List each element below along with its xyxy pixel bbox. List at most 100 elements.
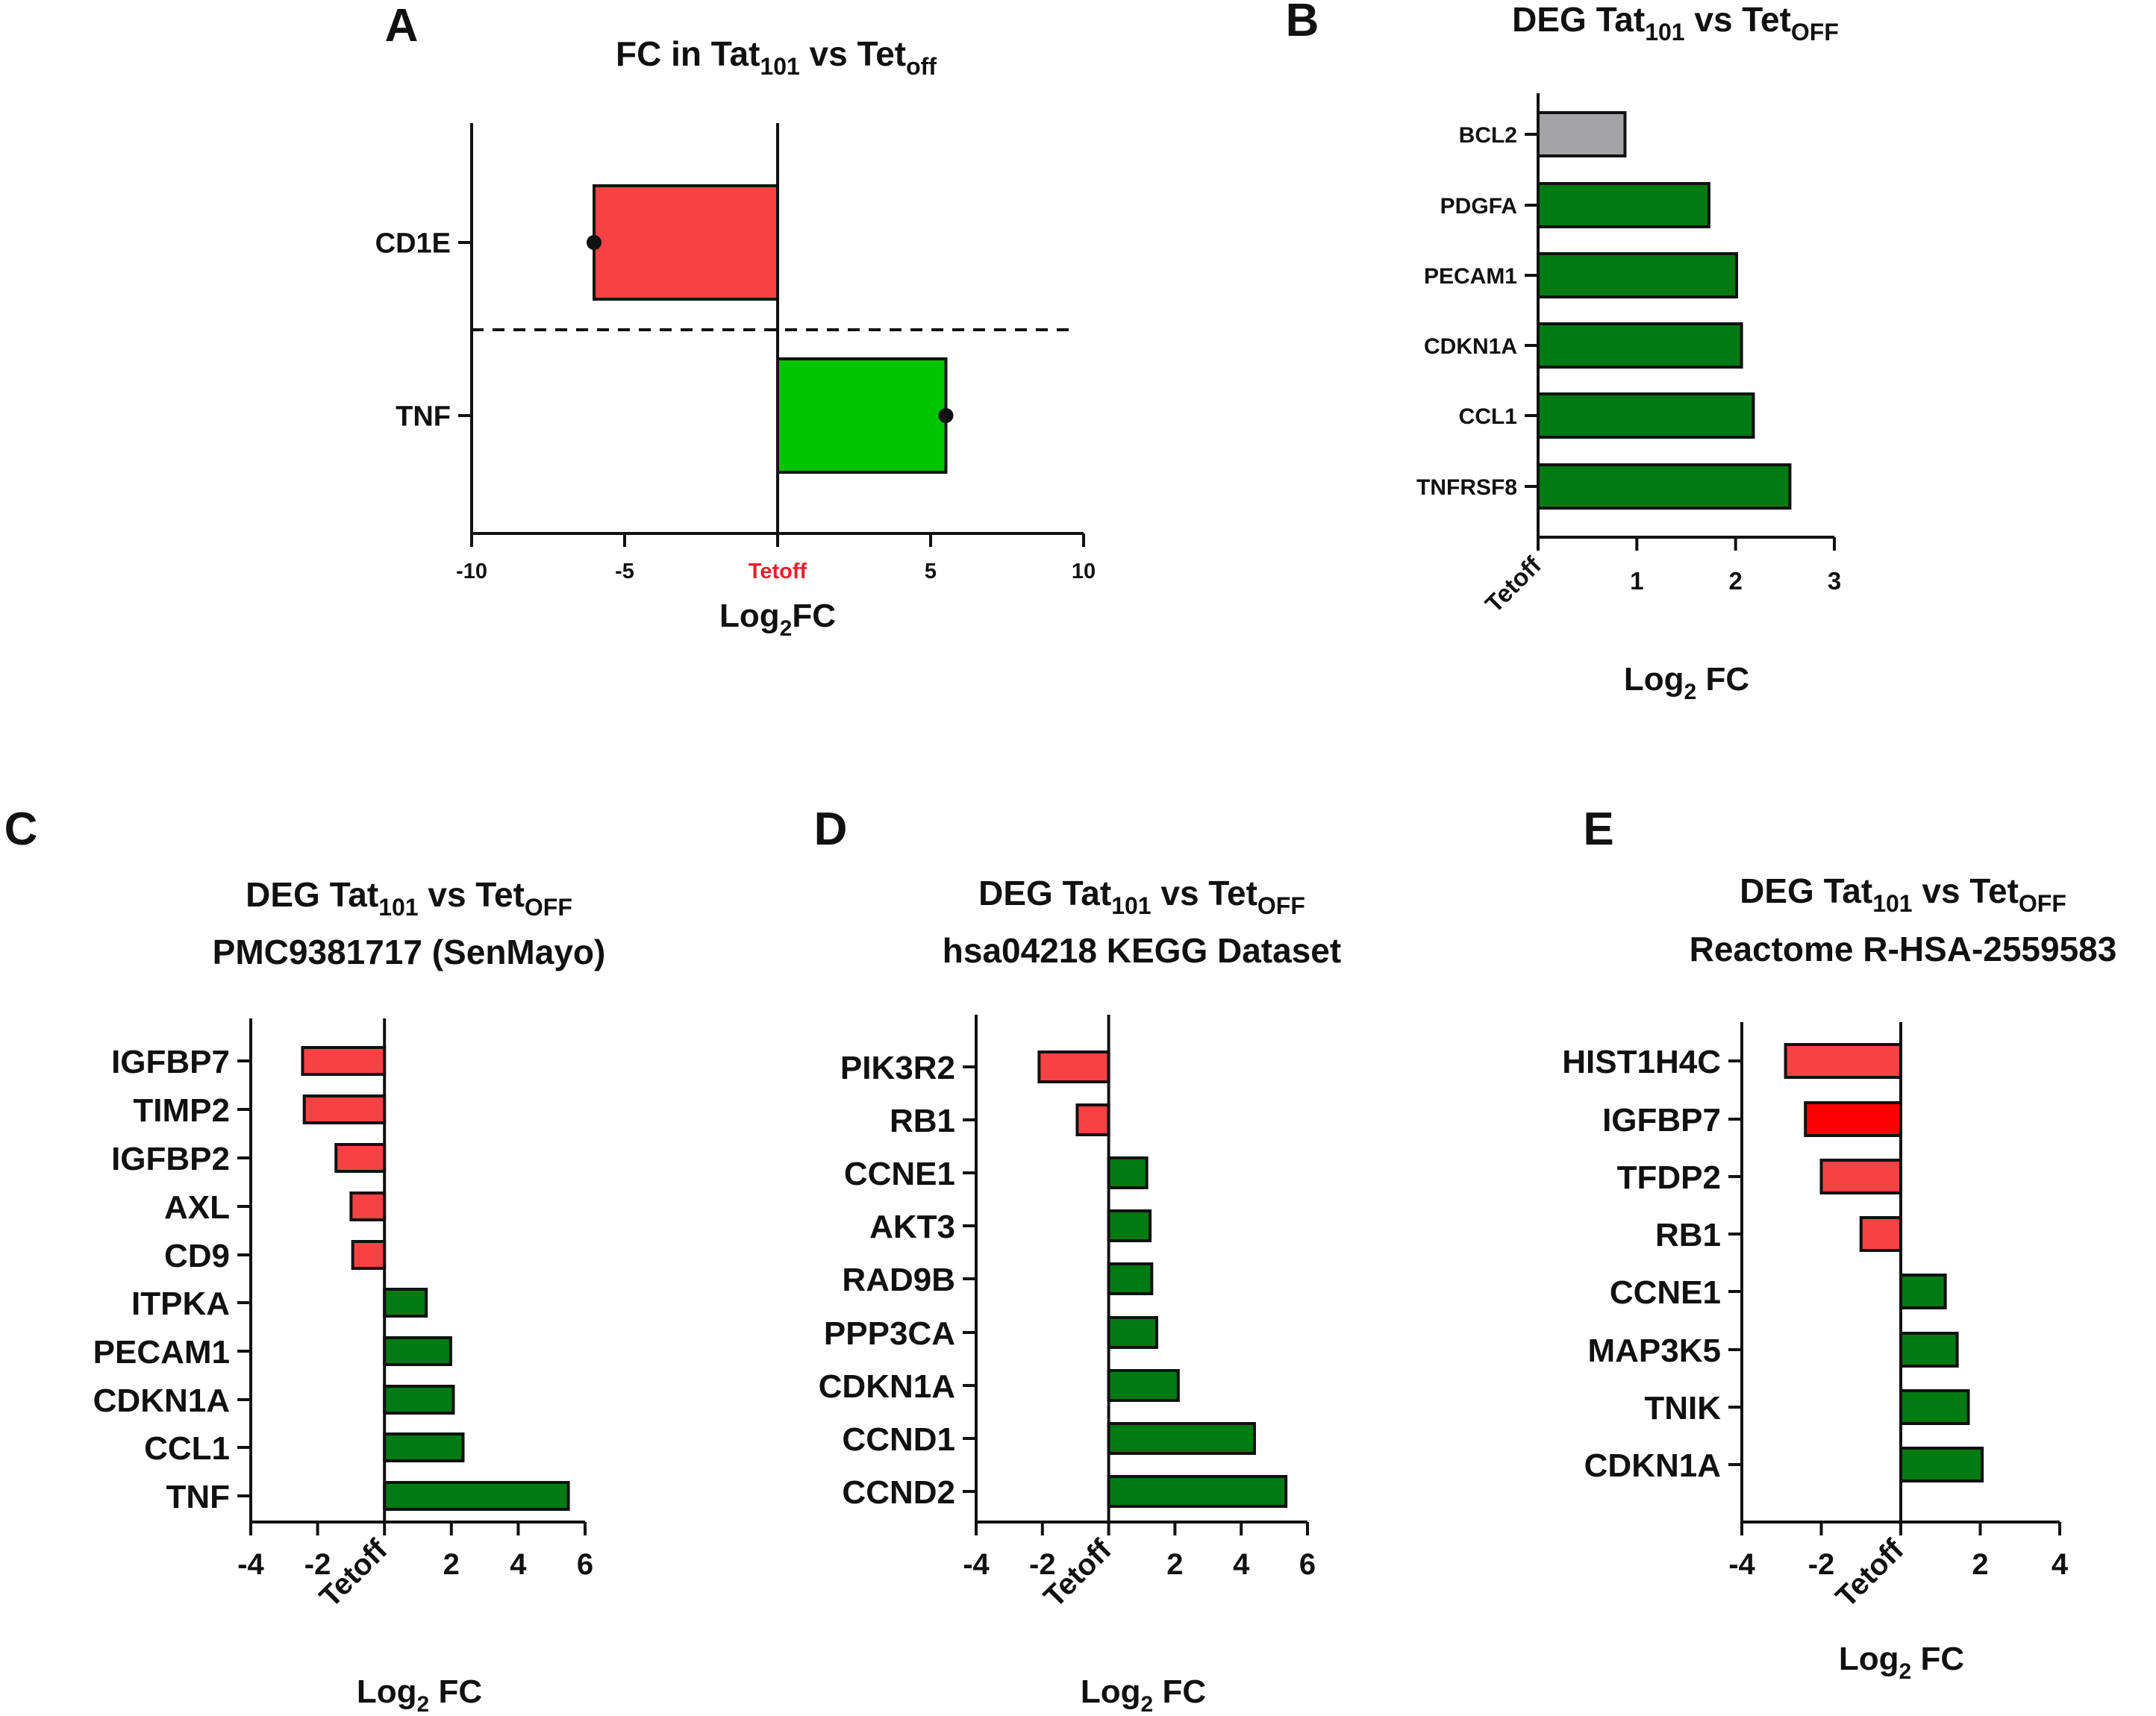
chart-title: DEG Tat101 vs TetOFF	[246, 875, 572, 921]
x-tick-label: 6	[577, 1548, 593, 1581]
y-tick-label: CCND1	[842, 1421, 955, 1458]
panel-letter: C	[4, 804, 38, 855]
y-tick-label: TNF	[396, 401, 451, 433]
chart-title: DEG Tat101 vs TetOFF	[1740, 871, 2066, 917]
x-tick-label: 2	[443, 1548, 460, 1581]
x-tick-label: 1	[1630, 567, 1643, 595]
x-tick-label: Tetoff	[1480, 551, 1547, 618]
y-tick-label: CD1E	[375, 228, 451, 260]
x-tick-label: 3	[1828, 567, 1841, 595]
y-tick-label: CCNE1	[844, 1156, 955, 1192]
bar-pik3r2	[1037, 1050, 1110, 1083]
y-tick-label: TFDP2	[1617, 1159, 1721, 1196]
bar-ccne1	[1107, 1156, 1149, 1189]
chart-title: DEG Tat101 vs TetOFF	[978, 874, 1305, 919]
bar-cdkn1a	[1107, 1369, 1180, 1402]
bar-pecam1	[1537, 252, 1738, 298]
panel-c: C DEG Tat101 vs TetOFF PMC9381717 (SenMayo…	[4, 804, 606, 1716]
point-cd1e	[587, 235, 602, 250]
chart-subtitle: Reactome R-HSA-2559583	[1690, 930, 2117, 968]
y-tick-label: CCNE1	[1610, 1274, 1721, 1311]
y-tick-label: PPP3CA	[824, 1315, 955, 1352]
bar-axl	[349, 1192, 387, 1221]
bar-igfbp2	[334, 1143, 387, 1173]
y-tick-label: IGFBP7	[111, 1044, 230, 1080]
bar-cd1e	[593, 184, 779, 301]
y-tick-label: PIK3R2	[840, 1050, 955, 1086]
y-tick-label: CCND2	[842, 1474, 955, 1511]
y-tick-label: CDKN1A	[819, 1368, 955, 1405]
x-tick-label: 10	[1072, 560, 1096, 583]
bar-hist1h4c	[1784, 1043, 1902, 1079]
x-tick-label: -2	[1029, 1548, 1056, 1581]
bar-ccnd1	[1107, 1422, 1256, 1455]
panel-b: B DEG Tat101 vs TetOFF BCL2 PDGFA PECAM1 CDKN…	[1286, 0, 1842, 704]
panel-a: A FC in Tat101 vs Tetoff CD1E TNF -10 -5 Tetof…	[375, 0, 1096, 641]
y-tick-label: CDKN1A	[1424, 334, 1517, 359]
bar-tfdp2	[1819, 1159, 1902, 1194]
y-tick-label: PECAM1	[1424, 264, 1517, 289]
y-tick-label: HIST1H4C	[1562, 1044, 1721, 1080]
panel-letter: A	[385, 0, 419, 51]
x-tick-label: -2	[1808, 1548, 1835, 1581]
y-tick-label: RAD9B	[842, 1262, 955, 1298]
x-tick-label: -2	[304, 1548, 331, 1581]
x-tick-label: -10	[456, 560, 487, 583]
x-axis-title: Log2 FC	[1839, 1641, 1964, 1684]
bar-igfbp7	[1804, 1101, 1902, 1137]
y-tick-label: RB1	[890, 1103, 955, 1139]
x-axis-title: Log2FC	[719, 598, 836, 641]
y-tick-label: RB1	[1655, 1217, 1721, 1253]
x-axis-title: Log2 FC	[1081, 1673, 1206, 1716]
point-tnf	[938, 408, 954, 423]
bar-rb1	[1075, 1103, 1110, 1136]
y-tick-label: IGFBP7	[1602, 1102, 1721, 1139]
bar-cdkn1a	[383, 1385, 455, 1415]
bar-timp2	[302, 1095, 387, 1124]
bar-tnf	[776, 357, 948, 474]
bar-pdgfa	[1537, 182, 1710, 228]
x-tick-label: -5	[615, 560, 634, 583]
x-tick-label: 2	[1166, 1548, 1183, 1581]
y-tick-label: PDGFA	[1440, 194, 1517, 219]
y-tick-label: TNIK	[1644, 1390, 1721, 1427]
bar-rad9b	[1107, 1262, 1154, 1295]
bar-itpka	[383, 1288, 428, 1318]
x-tick-label: -4	[963, 1548, 990, 1581]
x-tick-label: 4	[510, 1548, 527, 1581]
panel-letter: D	[814, 804, 848, 855]
x-tick-label: 4	[1233, 1548, 1250, 1581]
bar-igfbp7	[301, 1046, 387, 1076]
bar-tnik	[1899, 1389, 1970, 1425]
bar-cdkn1a	[1899, 1447, 1984, 1482]
bar-rb1	[1859, 1216, 1902, 1252]
y-tick-label: AKT3	[869, 1209, 955, 1245]
panel-letter: E	[1583, 804, 1613, 855]
chart-subtitle: PMC9381717 (SenMayo)	[213, 933, 606, 971]
bar-cd9	[351, 1240, 387, 1270]
y-tick-label: CCL1	[144, 1430, 230, 1467]
x-axis-title: Log2 FC	[1624, 661, 1749, 704]
bar-bcl2	[1537, 111, 1627, 157]
bar-map3k5	[1899, 1332, 1959, 1368]
y-tick-label: CCL1	[1459, 404, 1517, 429]
y-tick-label: PECAM1	[93, 1334, 230, 1371]
y-tick-label: CDKN1A	[1584, 1447, 1721, 1484]
y-tick-label: CD9	[164, 1238, 230, 1274]
bar-ccne1	[1899, 1274, 1947, 1309]
x-tick-label: -4	[1728, 1548, 1755, 1581]
x-tick-label: 2	[1972, 1548, 1988, 1581]
y-tick-label: BCL2	[1459, 123, 1517, 148]
panel-e: E DEG Tat101 vs TetOFF Reactome R-HSA-2559…	[1562, 804, 2116, 1684]
x-axis-title: Log2 FC	[357, 1673, 482, 1716]
x-tick-label: 6	[1299, 1548, 1316, 1581]
panel-d: D DEG Tat101 vs TetOFF hsa04218 KEGG Datas…	[814, 804, 1342, 1716]
panel-letter: B	[1286, 0, 1319, 46]
y-tick-label: AXL	[164, 1189, 230, 1226]
y-tick-label: TNF	[166, 1479, 230, 1515]
bar-ccl1	[383, 1432, 465, 1462]
bar-akt3	[1107, 1209, 1152, 1242]
y-tick-label: MAP3K5	[1588, 1333, 1722, 1369]
y-tick-label: CDKN1A	[93, 1382, 230, 1419]
